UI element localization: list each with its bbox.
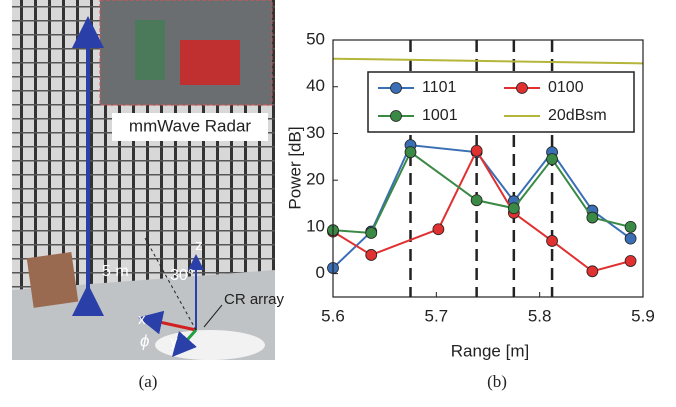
inset-label: mmWave Radar (129, 116, 252, 135)
legend-marker (516, 82, 528, 94)
x-tick-label: 5.9 (631, 306, 655, 325)
point (432, 223, 445, 236)
point (365, 249, 378, 261)
angle-label: 30° (170, 267, 194, 284)
point (624, 232, 637, 245)
point (546, 153, 558, 166)
series-line (333, 148, 631, 273)
series-line (333, 144, 632, 269)
legend-marker (390, 110, 402, 122)
y-tick-label: 30 (306, 123, 325, 142)
legend-label: 0100 (548, 79, 584, 96)
x-axis-label: x (138, 311, 146, 328)
y-axis-title: Power [dB] (285, 126, 304, 209)
point (470, 144, 483, 157)
point (624, 255, 637, 267)
legend-label: 1001 (422, 107, 458, 124)
array-label: CR array (224, 291, 285, 308)
series-line (333, 150, 631, 235)
series-line (333, 57, 643, 65)
y-tick-label: 10 (306, 216, 325, 235)
y-tick-label: 20 (306, 170, 325, 189)
height-label: 5 m (102, 263, 129, 280)
x-axis-title: Range [m] (451, 341, 529, 360)
photo (12, 0, 275, 360)
point (470, 194, 483, 207)
legend-marker (390, 82, 402, 94)
caption: (b) (487, 372, 507, 391)
legend-label: 20dBsm (548, 107, 607, 124)
point (624, 221, 637, 233)
point (586, 265, 599, 278)
point (365, 227, 378, 239)
x-tick-label: 5.7 (425, 306, 449, 325)
phi-label: ϕ (140, 331, 149, 350)
legend-label: 1101 (422, 79, 457, 96)
caption: (a) (139, 372, 158, 391)
point (404, 146, 417, 159)
x-tick-label: 5.6 (321, 306, 345, 325)
point (586, 211, 599, 224)
x-tick-label: 5.8 (528, 306, 552, 325)
y-tick-label: 40 (306, 76, 325, 95)
z-label: z (195, 237, 203, 254)
point (546, 235, 558, 247)
y-axis-label: y (170, 333, 178, 350)
y-tick-label: 0 (316, 263, 325, 282)
plot-frame (332, 39, 644, 298)
y-tick-label: 50 (306, 29, 325, 48)
point (507, 202, 520, 215)
legend (367, 71, 635, 133)
